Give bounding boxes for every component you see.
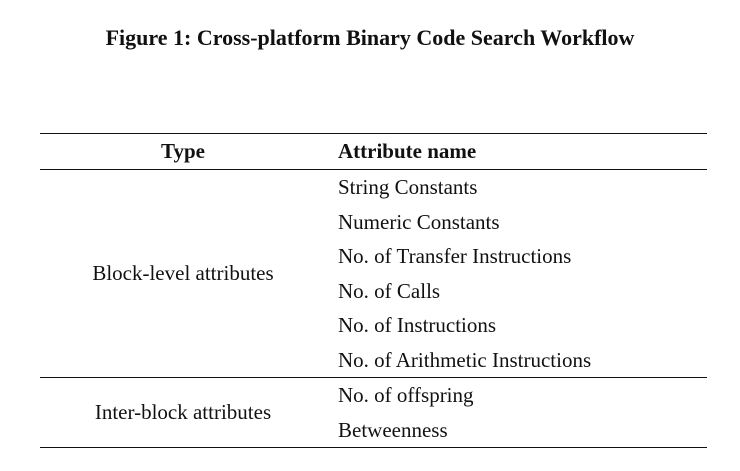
attribute-table-container: Type Attribute name Block-level attribut… bbox=[40, 133, 707, 448]
table-header: Type Attribute name bbox=[40, 133, 707, 170]
attribute-item: Numeric Constants bbox=[338, 209, 500, 234]
attribute-item: Betweenness bbox=[338, 417, 448, 442]
attributes-cell: No. of offspring Betweenness bbox=[326, 377, 707, 448]
figure-caption: Figure 1: Cross-platform Binary Code Sea… bbox=[105, 25, 635, 50]
attribute-table: Type Attribute name Block-level attribut… bbox=[40, 133, 707, 448]
table-body: Block-level attributes String Constants … bbox=[40, 170, 707, 448]
attribute-item: No. of Instructions bbox=[338, 313, 497, 337]
header-type: Type bbox=[40, 133, 326, 170]
attributes-cell: String Constants Numeric Constants No. o… bbox=[326, 170, 707, 378]
type-cell: Inter-block attributes bbox=[40, 377, 326, 448]
table-row-block-level: Block-level attributes String Constants … bbox=[40, 170, 707, 378]
attribute-item: No. of Arithmetic Instructions bbox=[338, 347, 592, 372]
type-cell: Block-level attributes bbox=[92, 261, 274, 285]
attribute-item: No. of offspring bbox=[338, 383, 474, 407]
attribute-item: String Constants bbox=[338, 175, 478, 199]
table-row-inter-block: Inter-block attributes No. of offspring … bbox=[40, 377, 707, 448]
header-row: Type Attribute name bbox=[40, 133, 707, 170]
header-attribute-name: Attribute name bbox=[326, 133, 707, 170]
attribute-item: No. of Transfer Instructions bbox=[338, 244, 572, 268]
attribute-item: No. of Calls bbox=[338, 278, 441, 303]
